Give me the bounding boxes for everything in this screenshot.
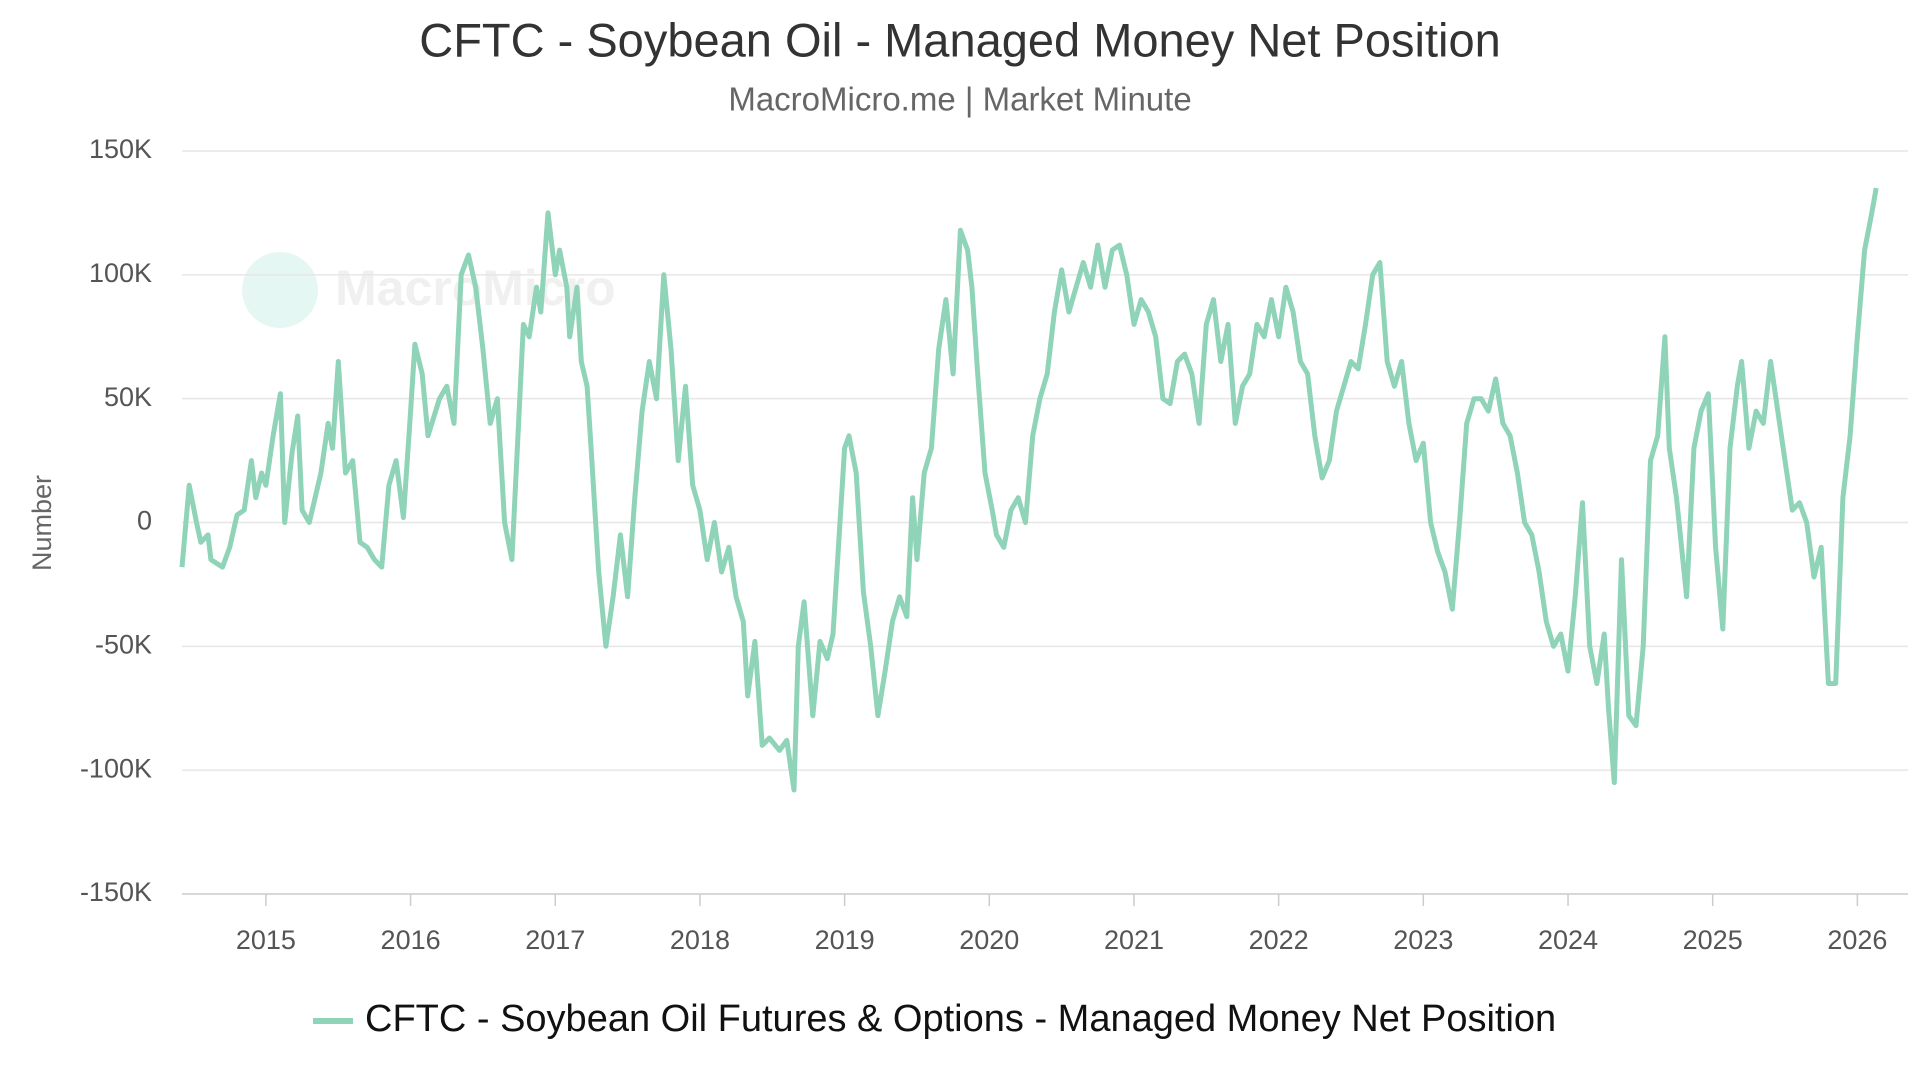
x-tick-label: 2016 xyxy=(381,925,441,955)
data-line xyxy=(179,187,1879,793)
x-tick-label: 2026 xyxy=(1827,925,1887,955)
y-tick-label: -150K xyxy=(80,877,152,907)
chart-title: CFTC - Soybean Oil - Managed Money Net P… xyxy=(419,13,1500,66)
x-tick-label: 2021 xyxy=(1104,925,1164,955)
y-tick-label: 50K xyxy=(104,382,152,412)
chart-subtitle: MacroMicro.me | Market Minute xyxy=(728,81,1191,118)
watermark-logo xyxy=(242,252,318,328)
y-tick-label: -100K xyxy=(80,753,152,783)
x-tick-label: 2020 xyxy=(959,925,1019,955)
y-tick-label: -50K xyxy=(95,629,152,659)
legend-label: CFTC - Soybean Oil Futures & Options - M… xyxy=(365,998,1556,1040)
x-tick-label: 2015 xyxy=(236,925,296,955)
x-tick-label: 2022 xyxy=(1249,925,1309,955)
x-tick-label: 2024 xyxy=(1538,925,1598,955)
x-tick-label: 2017 xyxy=(525,925,585,955)
y-tick-label: 150K xyxy=(89,134,152,164)
x-tick-label: 2018 xyxy=(670,925,730,955)
y-tick-label: 100K xyxy=(89,258,152,288)
x-tick-label: 2023 xyxy=(1393,925,1453,955)
y-axis-title: Number xyxy=(27,475,57,571)
y-tick-label: 0 xyxy=(137,506,152,536)
x-tick-label: 2025 xyxy=(1683,925,1743,955)
x-tick-label: 2019 xyxy=(815,925,875,955)
